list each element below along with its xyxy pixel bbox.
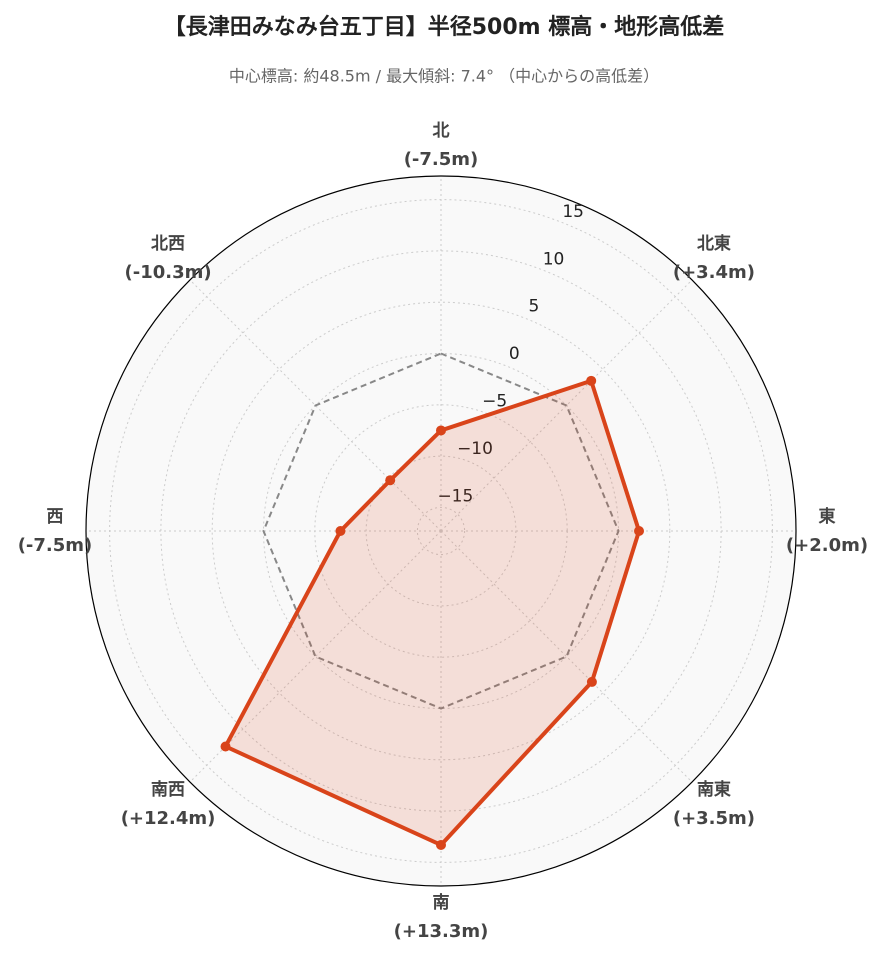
- category-label: 南西: [151, 779, 185, 800]
- grid-spoke: [189, 530, 442, 783]
- value-label: (+3.4m): [673, 262, 755, 283]
- category-label: 南東: [697, 779, 731, 800]
- value-label: (-7.5m): [404, 149, 479, 170]
- radar-point: [335, 526, 346, 536]
- radar-point: [436, 839, 446, 850]
- category-label: 北東: [697, 233, 731, 254]
- grid-circle: [365, 455, 517, 607]
- grid-circle: [211, 301, 671, 761]
- r-tick-label: 0: [509, 344, 520, 364]
- plot-border: [85, 175, 797, 887]
- radar-point: [586, 676, 597, 687]
- r-tick-label: −15: [437, 486, 473, 506]
- value-label: (+3.5m): [673, 808, 755, 829]
- chart-title: 【長津田みなみ台五丁目】半径500m 標高・地形高低差: [164, 14, 725, 40]
- reference-line: [262, 352, 620, 710]
- category-label: 西: [47, 507, 64, 527]
- r-tick-label: −10: [457, 439, 493, 459]
- r-tick-label: 10: [543, 249, 565, 269]
- radar-point: [634, 526, 645, 536]
- radar-point: [436, 425, 446, 436]
- grid-spoke: [440, 279, 693, 532]
- category-label: 東: [819, 506, 836, 527]
- grid-spoke: [440, 530, 693, 783]
- category-label: 北: [433, 121, 450, 141]
- category-label: 南: [433, 892, 450, 913]
- chart-subtitle: 中心標高: 約48.5m / 最大傾斜: 7.4° （中心からの高低差）: [229, 67, 659, 86]
- value-label: (+12.4m): [121, 808, 216, 829]
- grid-spoke: [189, 279, 442, 532]
- value-label: (+13.3m): [394, 921, 489, 942]
- r-tick-label: 15: [562, 202, 584, 222]
- r-tick-label: −5: [482, 391, 507, 411]
- value-label: (+2.0m): [786, 535, 868, 556]
- category-label: 北西: [151, 234, 185, 254]
- radar-point: [220, 741, 231, 752]
- value-label: (-10.3m): [125, 262, 212, 283]
- radar-point: [385, 475, 396, 486]
- value-label: (-7.5m): [18, 535, 93, 556]
- r-tick-label: 5: [529, 297, 540, 317]
- radar-point: [586, 375, 597, 386]
- grid-circle: [416, 506, 466, 556]
